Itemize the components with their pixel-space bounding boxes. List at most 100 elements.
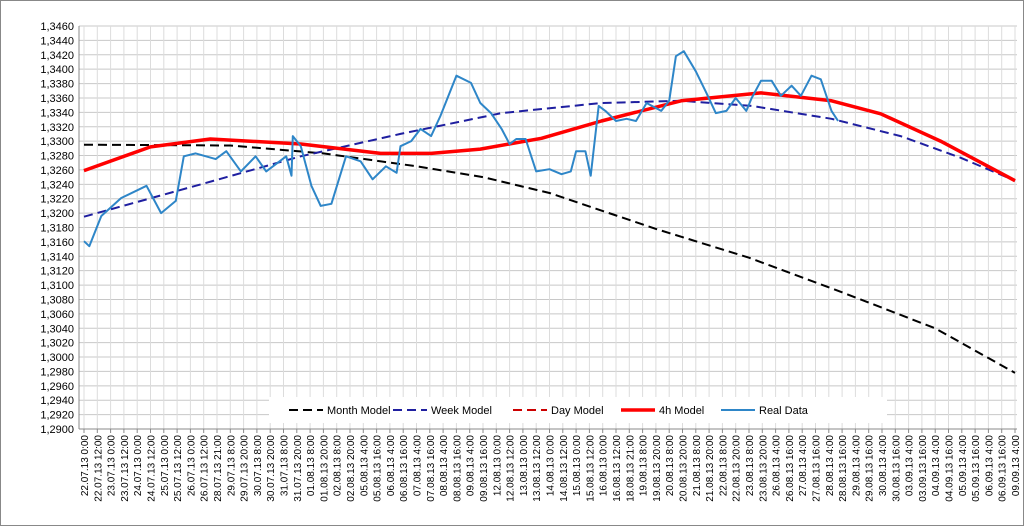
y-tick-label: 1,3020 bbox=[40, 338, 74, 350]
y-tick-label: 1,3360 bbox=[40, 93, 74, 105]
x-tick-label: 04.09.13 4:00 bbox=[931, 435, 942, 497]
x-tick-label: 12.08.13 12:00 bbox=[506, 435, 517, 502]
x-tick-label: 16.08.13 0:00 bbox=[599, 435, 610, 497]
legend-label: Real Data bbox=[759, 405, 809, 417]
y-tick-label: 1,3120 bbox=[40, 266, 74, 278]
y-tick-label: 1,3200 bbox=[40, 208, 74, 220]
x-tick-label: 22.08.13 20:00 bbox=[732, 435, 743, 502]
x-tick-label: 08.08.13 16:00 bbox=[452, 435, 463, 502]
x-tick-label: 13.08.13 12:00 bbox=[532, 435, 543, 502]
x-tick-label: 31.07.13 20:00 bbox=[293, 435, 304, 502]
x-tick-label: 05.09.13 4:00 bbox=[958, 435, 969, 497]
x-tick-label: 28.08.13 4:00 bbox=[825, 435, 836, 497]
x-tick-label: 02.08.13 8:00 bbox=[333, 435, 344, 497]
x-tick-label: 25.07.13 0:00 bbox=[160, 435, 171, 497]
x-tick-label: 30.08.13 16:00 bbox=[891, 435, 902, 502]
y-tick-label: 1,2960 bbox=[40, 381, 74, 393]
x-tick-label: 13.08.13 0:00 bbox=[519, 435, 530, 497]
x-tick-label: 30.07.13 8:00 bbox=[253, 435, 264, 497]
y-tick-label: 1,2920 bbox=[40, 410, 74, 422]
x-tick-label: 23.07.13 0:00 bbox=[107, 435, 118, 497]
x-tick-label: 09.08.13 4:00 bbox=[466, 435, 477, 497]
y-tick-label: 1,3240 bbox=[40, 179, 74, 191]
x-tick-label: 09.08.13 16:00 bbox=[479, 435, 490, 502]
y-tick-label: 1,3040 bbox=[40, 323, 74, 335]
y-tick-label: 1,3320 bbox=[40, 122, 74, 134]
x-tick-label: 20.08.13 8:00 bbox=[665, 435, 676, 497]
y-tick-label: 1,3140 bbox=[40, 251, 74, 263]
x-tick-label: 05.08.13 4:00 bbox=[359, 435, 370, 497]
x-tick-label: 16.08.13 12:00 bbox=[612, 435, 623, 502]
x-tick-label: 06.08.13 16:00 bbox=[399, 435, 410, 502]
x-tick-label: 06.08.13 4:00 bbox=[386, 435, 397, 497]
legend: Month Model Week Model Day Model 4h Model Re… bbox=[269, 397, 887, 423]
x-tick-label: 12.08.13 0:00 bbox=[492, 435, 503, 497]
x-axis-ticks: 22.07.13 0:00 22.07.13 12:00 23.07.13 0:00… bbox=[80, 429, 1022, 502]
series-real-data bbox=[83, 50, 839, 248]
x-tick-label: 27.08.13 4:00 bbox=[798, 435, 809, 497]
y-tick-label: 1,3460 bbox=[40, 21, 74, 33]
x-tick-label: 21.08.13 20:00 bbox=[705, 435, 716, 502]
y-tick-label: 1,3340 bbox=[40, 107, 74, 119]
x-tick-label: 26.07.13 0:00 bbox=[186, 435, 197, 497]
x-tick-label: 18.08.13 21:00 bbox=[625, 435, 636, 502]
x-tick-label: 30.07.13 20:00 bbox=[266, 435, 277, 502]
x-tick-label: 26.08.13 4:00 bbox=[772, 435, 783, 497]
legend-label: Day Model bbox=[551, 405, 604, 417]
y-tick-label: 1,3380 bbox=[40, 79, 74, 91]
x-tick-label: 21.08.13 8:00 bbox=[692, 435, 703, 497]
x-tick-label: 01.08.13 8:00 bbox=[306, 435, 317, 497]
y-tick-label: 1,2980 bbox=[40, 366, 74, 378]
x-tick-label: 22.07.13 12:00 bbox=[93, 435, 104, 502]
gridlines bbox=[78, 25, 1017, 430]
series-week-model bbox=[83, 99, 1016, 218]
y-tick-label: 1,3000 bbox=[40, 352, 74, 364]
x-tick-label: 23.08.13 8:00 bbox=[745, 435, 756, 497]
x-tick-label: 14.08.13 12:00 bbox=[559, 435, 570, 502]
legend-label: 4h Model bbox=[659, 405, 704, 417]
x-tick-label: 08.08.13 4:00 bbox=[439, 435, 450, 497]
x-tick-label: 05.08.13 16:00 bbox=[373, 435, 384, 502]
x-tick-label: 03.09.13 4:00 bbox=[905, 435, 916, 497]
x-tick-label: 27.08.13 16:00 bbox=[812, 435, 823, 502]
y-tick-label: 1,3420 bbox=[40, 50, 74, 62]
y-tick-label: 1,3180 bbox=[40, 223, 74, 235]
x-tick-label: 19.08.13 8:00 bbox=[639, 435, 650, 497]
y-tick-label: 1,3300 bbox=[40, 136, 74, 148]
x-tick-label: 31.07.13 8:00 bbox=[280, 435, 291, 497]
x-tick-label: 22.08.13 8:00 bbox=[718, 435, 729, 497]
series-4h-model bbox=[83, 91, 1016, 183]
y-tick-label: 1,3100 bbox=[40, 280, 74, 292]
y-tick-label: 1,3080 bbox=[40, 294, 74, 306]
x-tick-label: 02.08.13 20:00 bbox=[346, 435, 357, 502]
y-tick-label: 1,3260 bbox=[40, 165, 74, 177]
x-tick-label: 06.09.13 16:00 bbox=[998, 435, 1009, 502]
y-axis-ticks: 1,2900 1,2920 1,2940 1,2960 1,2980 1,3000 1,30… bbox=[40, 21, 74, 436]
y-tick-label: 1,3440 bbox=[40, 35, 74, 47]
x-tick-label: 30.08.13 4:00 bbox=[878, 435, 889, 497]
y-tick-label: 1,3280 bbox=[40, 151, 74, 163]
x-tick-label: 26.07.13 12:00 bbox=[200, 435, 211, 502]
y-tick-label: 1,2900 bbox=[40, 424, 74, 436]
x-tick-label: 01.08.13 20:00 bbox=[319, 435, 330, 502]
y-tick-label: 1,3160 bbox=[40, 237, 74, 249]
x-tick-label: 23.07.13 12:00 bbox=[120, 435, 131, 502]
x-tick-label: 07.08.13 16:00 bbox=[426, 435, 437, 502]
y-tick-label: 1,3220 bbox=[40, 194, 74, 206]
series-month-model bbox=[83, 143, 1016, 374]
x-tick-label: 29.07.13 8:00 bbox=[226, 435, 237, 497]
x-tick-label: 15.08.13 0:00 bbox=[572, 435, 583, 497]
x-tick-label: 04.09.13 16:00 bbox=[945, 435, 956, 502]
x-tick-label: 20.08.13 20:00 bbox=[679, 435, 690, 502]
legend-label: Week Model bbox=[431, 405, 492, 417]
x-tick-label: 26.08.13 16:00 bbox=[785, 435, 796, 502]
y-tick-label: 1,3400 bbox=[40, 64, 74, 76]
x-tick-label: 24.07.13 12:00 bbox=[147, 435, 158, 502]
legend-box bbox=[269, 397, 887, 423]
series-lines bbox=[83, 50, 1016, 374]
x-tick-label: 24.07.13 0:00 bbox=[133, 435, 144, 497]
x-tick-label: 28.08.13 16:00 bbox=[838, 435, 849, 502]
y-tick-label: 1,3060 bbox=[40, 309, 74, 321]
x-tick-label: 05.09.13 16:00 bbox=[971, 435, 982, 502]
